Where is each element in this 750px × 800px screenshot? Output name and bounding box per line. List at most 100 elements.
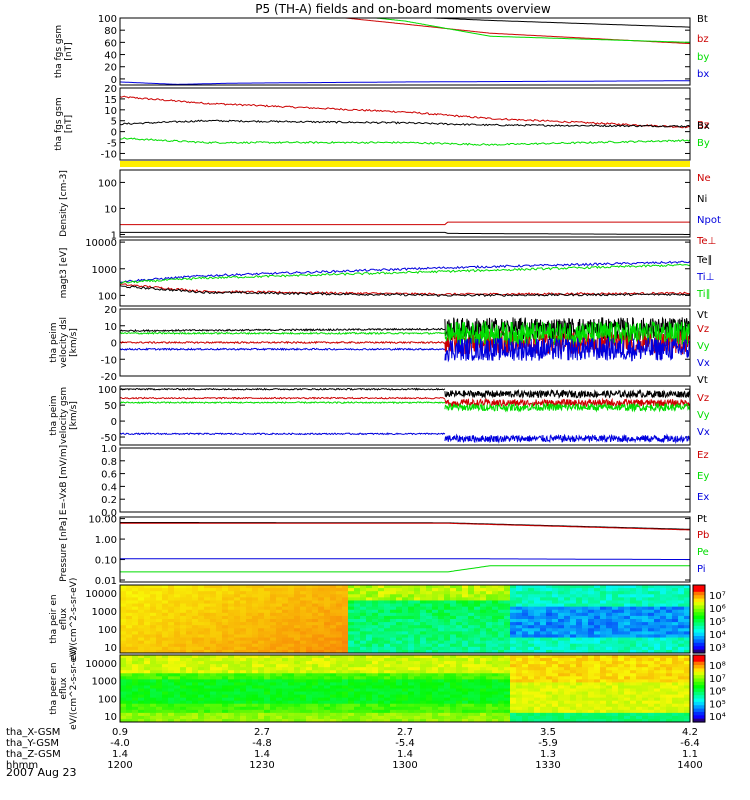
spectrogram-cell <box>378 585 385 589</box>
spectrogram-cell <box>660 649 667 653</box>
spectrogram-cell <box>120 667 127 671</box>
spectrogram-cell <box>432 634 439 639</box>
spectrogram-cell <box>120 676 127 680</box>
spectrogram-cell <box>408 709 415 714</box>
spectrogram-cell <box>426 655 433 659</box>
spectrogram-cell <box>378 679 385 684</box>
spectrogram-cell <box>402 615 409 620</box>
spectrogram-cell <box>498 600 505 605</box>
spectrogram-cell <box>528 637 535 642</box>
spectrogram-cell <box>420 600 427 605</box>
spectrogram-cell <box>300 603 307 608</box>
spectrogram-cell <box>330 697 337 702</box>
spectrogram-cell <box>126 615 133 620</box>
spectrogram-cell <box>534 628 541 632</box>
spectrogram-cell <box>198 622 205 626</box>
spectrogram-cell <box>228 646 235 651</box>
spectrogram-cell <box>384 619 391 623</box>
spectrogram-cell <box>672 682 679 687</box>
spectrogram-cell <box>204 712 211 717</box>
spectrogram-cell <box>372 612 379 617</box>
spectrogram-cell <box>144 646 151 651</box>
spectrogram-cell <box>426 628 433 632</box>
spectrogram-cell <box>480 594 487 598</box>
spectrogram-cell <box>240 649 247 653</box>
spectrogram-cell <box>198 643 205 648</box>
spectrogram-cell <box>210 646 217 651</box>
spectrogram-cell <box>618 688 625 693</box>
spectrogram-cell <box>636 640 643 645</box>
spectrogram-cell <box>462 594 469 598</box>
spectrogram-cell <box>636 685 643 690</box>
spectrogram-cell <box>294 664 301 668</box>
spectrogram-cell <box>444 637 451 642</box>
spectrogram-cell <box>372 634 379 639</box>
spectrogram-cell <box>228 622 235 626</box>
spectrogram-cell <box>264 703 271 708</box>
spectrogram-cell <box>684 646 690 651</box>
spectrogram-cell <box>234 612 241 617</box>
spectrogram-cell <box>354 658 361 662</box>
spectrogram-cell <box>426 658 433 662</box>
spectrogram-cell <box>600 612 607 617</box>
spectrogram-cell <box>630 703 637 708</box>
spectrogram-cell <box>294 709 301 714</box>
series-line <box>372 18 690 43</box>
spectrogram-cell <box>432 631 439 636</box>
spectrogram-cell <box>630 619 637 623</box>
spectrogram-cell <box>666 585 673 589</box>
spectrogram-cell <box>486 603 493 608</box>
spectrogram-cell <box>282 643 289 648</box>
series-line-burst <box>444 388 690 400</box>
spectrogram-cell <box>558 694 565 699</box>
spectrogram-cell <box>282 685 289 690</box>
spectrogram-cell <box>510 712 517 717</box>
spectrogram-cell <box>240 715 247 720</box>
spectrogram-cell <box>384 631 391 636</box>
spectrogram-cell <box>534 619 541 623</box>
spectrogram-cell <box>246 649 253 653</box>
spectrogram-cell <box>504 712 511 717</box>
spectrogram-cell <box>426 634 433 639</box>
spectrogram-cell <box>492 676 499 680</box>
spectrogram-cell <box>150 697 157 702</box>
spectrogram-cell <box>522 625 529 629</box>
spectrogram-cell <box>414 606 421 611</box>
spectrogram-cell <box>210 600 217 605</box>
spectrogram-cell <box>642 694 649 699</box>
spectrogram-cell <box>534 643 541 648</box>
spectrogram-cell <box>258 606 265 611</box>
spectrogram-cell <box>342 619 349 623</box>
spectrogram-cell <box>132 640 139 645</box>
spectrogram-cell <box>336 646 343 651</box>
spectrogram-cell <box>366 715 373 720</box>
spectrogram-cell <box>318 700 325 705</box>
spectrogram-cell <box>360 694 367 699</box>
spectrogram-cell <box>384 715 391 720</box>
spectrogram-cell <box>234 625 241 629</box>
spectrogram-cell <box>630 628 637 632</box>
spectrogram-cell <box>558 688 565 693</box>
spectrogram-cell <box>342 718 349 722</box>
spectrogram-cell <box>564 718 571 722</box>
spectrogram-cell <box>666 588 673 592</box>
legend-entry: Ex <box>697 492 709 503</box>
spectrogram-cell <box>300 640 307 645</box>
spectrogram-cell <box>420 685 427 690</box>
spectrogram-cell <box>588 667 595 671</box>
spectrogram-cell <box>138 709 145 714</box>
spectrogram-cell <box>630 694 637 699</box>
spectrogram-cell <box>276 655 283 659</box>
spectrogram-cell <box>192 628 199 632</box>
spectrogram-cell <box>228 682 235 687</box>
spectrogram-cell <box>540 591 547 595</box>
spectrogram-cell <box>486 655 493 659</box>
spectrogram-cell <box>210 606 217 611</box>
spectrogram-cell <box>132 591 139 595</box>
spectrogram-cell <box>222 631 229 636</box>
spectrogram-cell <box>258 712 265 717</box>
spectrogram-cell <box>150 628 157 632</box>
spectrogram-cell <box>468 700 475 705</box>
spectrogram-cell <box>240 664 247 668</box>
spectrogram-cell <box>510 634 517 639</box>
